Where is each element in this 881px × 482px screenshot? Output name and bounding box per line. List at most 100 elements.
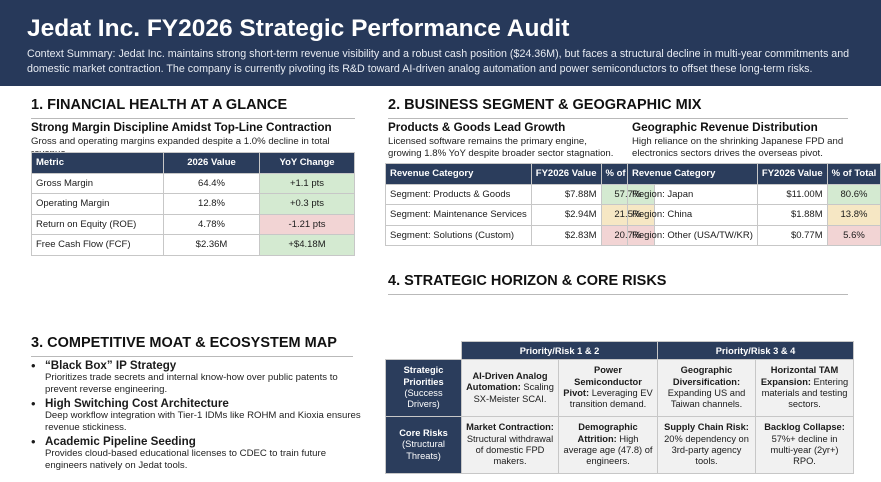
- cell-heading: Supply Chain Risk:: [664, 422, 749, 433]
- metric-name: Gross Margin: [31, 172, 164, 194]
- table-row: Strategic Priorities (Success Drivers) A…: [385, 359, 855, 417]
- category-value: $2.94M: [530, 204, 602, 226]
- financial-table: Metric 2026 Value YoY Change Gross Margi…: [31, 152, 355, 256]
- horizon-group-row: Priority/Risk 1 & 2 Priority/Risk 3 & 4: [385, 341, 855, 360]
- priority-cell: AI-Driven Analog Automation: Scaling SX-…: [461, 359, 559, 417]
- context-summary: Context Summary: Jedat Inc. maintains st…: [27, 48, 850, 75]
- products-subtitle: Products & Goods Lead Growth: [388, 121, 566, 134]
- metric-change: -1.21 pts: [259, 213, 355, 235]
- group-header: Priority/Risk 3 & 4: [657, 341, 855, 360]
- cell-text: Entering materials and testing sectors.: [761, 376, 849, 410]
- cell-heading: AI-Driven Analog Automation:: [466, 370, 548, 393]
- risk-cell: Market Contraction: Structural withdrawa…: [461, 416, 559, 474]
- metric-value: 12.8%: [163, 193, 260, 215]
- cell-heading: Market Contraction:: [466, 422, 554, 433]
- column-header: % of Total: [826, 163, 881, 185]
- column-header: FY2026 Value: [756, 163, 828, 185]
- table-row: Segment: Maintenance Services $2.94M 21.…: [385, 204, 656, 226]
- table-row: Gross Margin 64.4% +1.1 pts: [31, 172, 355, 194]
- financial-subtitle: Strong Margin Discipline Amidst Top-Line…: [31, 121, 332, 134]
- row-header-sub: (Success Drivers): [404, 388, 443, 410]
- region-name: Region: China: [627, 204, 758, 226]
- priority-cell: Geographic Diversification: Expanding US…: [657, 359, 757, 417]
- column-header: YoY Change: [259, 152, 355, 174]
- moat-item-desc: Deep workflow integration with Tier-1 ID…: [45, 410, 361, 433]
- column-header: 2026 Value: [163, 152, 260, 174]
- financial-header-row: Metric 2026 Value YoY Change: [31, 152, 355, 174]
- cell-text: Scaling SX-Meister SCAI.: [473, 382, 554, 404]
- list-item: Academic Pipeline Seeding Provides cloud…: [31, 434, 361, 471]
- table-row: Free Cash Flow (FCF) $2.36M +$4.18M: [31, 234, 355, 256]
- category-name: Segment: Maintenance Services: [385, 204, 532, 226]
- region-pct: 13.8%: [826, 204, 881, 226]
- region-pct: 80.6%: [826, 183, 881, 205]
- cell-heading: Demographic Attrition:: [577, 422, 638, 444]
- list-item: “Black Box” IP Strategy Prioritizes trad…: [31, 358, 361, 395]
- section-horizon-title: 4. STRATEGIC HORIZON & CORE RISKS: [388, 273, 848, 295]
- moat-list: “Black Box” IP Strategy Prioritizes trad…: [31, 358, 361, 473]
- column-header: Revenue Category: [385, 163, 532, 185]
- group-header: Priority/Risk 1 & 2: [460, 341, 659, 360]
- region-value: $1.88M: [756, 204, 828, 226]
- moat-item-title: Academic Pipeline Seeding: [45, 435, 196, 448]
- risk-cell: Supply Chain Risk: 20% dependency on 3rd…: [657, 416, 757, 474]
- metric-change: +0.3 pts: [259, 193, 355, 215]
- cell-text: Expanding US and Taiwan channels.: [667, 388, 746, 410]
- cell-heading: Backlog Collapse:: [764, 422, 845, 433]
- category-name: Segment: Solutions (Custom): [385, 224, 532, 246]
- report-title: Jedat Inc. FY2026 Strategic Performance …: [27, 15, 570, 42]
- metric-name: Return on Equity (ROE): [31, 213, 164, 235]
- cell-heading: Power Semiconductor Pivot:: [563, 365, 642, 398]
- metric-value: $2.36M: [163, 234, 260, 256]
- geo-subtitle: Geographic Revenue Distribution: [632, 121, 818, 134]
- column-header: FY2026 Value: [530, 163, 602, 185]
- moat-item-title: High Switching Cost Architecture: [45, 397, 229, 410]
- metric-change: +1.1 pts: [259, 172, 355, 194]
- section-financial-title: 1. FINANCIAL HEALTH AT A GLANCE: [31, 97, 355, 119]
- table-row: Segment: Solutions (Custom) $2.83M 20.7%: [385, 224, 656, 246]
- priority-cell: Power Semiconductor Pivot: Leveraging EV…: [557, 359, 659, 417]
- row-header-title: Core Risks: [399, 427, 448, 438]
- metric-name: Free Cash Flow (FCF): [31, 234, 164, 256]
- region-pct: 5.6%: [826, 224, 881, 246]
- moat-item-desc: Provides cloud-based educational license…: [45, 448, 327, 471]
- row-header: Core Risks (Structural Threats): [385, 416, 462, 474]
- region-value: $11.00M: [756, 183, 828, 205]
- products-note: Licensed software remains the primary en…: [388, 136, 614, 159]
- priority-cell: Horizontal TAM Expansion: Entering mater…: [755, 359, 855, 417]
- table-row: Core Risks (Structural Threats) Market C…: [385, 416, 855, 474]
- metric-value: 64.4%: [163, 172, 260, 194]
- column-header: Revenue Category: [627, 163, 758, 185]
- table-row: Operating Margin 12.8% +0.3 pts: [31, 193, 355, 215]
- segment-table: Revenue Category FY2026 Value % of Total…: [385, 163, 656, 246]
- cell-heading: Horizontal TAM Expansion:: [760, 365, 839, 387]
- moat-item-desc: Prioritizes trade secrets and internal k…: [45, 372, 338, 395]
- table-row: Region: China $1.88M 13.8%: [627, 204, 881, 226]
- cell-text: 20% dependency on 3rd-party agency tools…: [664, 433, 749, 467]
- geo-table: Revenue Category FY2026 Value % of Total…: [627, 163, 881, 246]
- cell-text: Leveraging EV transition demand.: [569, 388, 653, 410]
- region-value: $0.77M: [756, 224, 828, 246]
- risk-cell: Backlog Collapse: 57%+ decline in multi-…: [755, 416, 855, 474]
- cell-text: 57%+ decline in multi-year (2yr+) RPO.: [770, 433, 839, 467]
- risk-cell: Demographic Attrition: High average age …: [557, 416, 659, 474]
- geo-header-row: Revenue Category FY2026 Value % of Total: [627, 163, 881, 185]
- column-header: Metric: [31, 152, 164, 174]
- geo-note: High reliance on the shrinking Japanese …: [632, 136, 844, 159]
- report-header: Jedat Inc. FY2026 Strategic Performance …: [0, 0, 881, 86]
- table-row: Return on Equity (ROE) 4.78% -1.21 pts: [31, 213, 355, 235]
- category-value: $7.88M: [530, 183, 602, 205]
- category-value: $2.83M: [530, 224, 602, 246]
- corner-cell: [385, 341, 462, 360]
- category-name: Segment: Products & Goods: [385, 183, 532, 205]
- cell-heading: Geographic Diversification:: [672, 365, 741, 387]
- table-row: Region: Other (USA/TW/KR) $0.77M 5.6%: [627, 224, 881, 246]
- moat-item-title: “Black Box” IP Strategy: [45, 359, 177, 372]
- metric-name: Operating Margin: [31, 193, 164, 215]
- region-name: Region: Other (USA/TW/KR): [627, 224, 758, 246]
- cell-text: Structural withdrawal of domestic FPD ma…: [466, 433, 554, 467]
- section-segments-title: 2. BUSINESS SEGMENT & GEOGRAPHIC MIX: [388, 97, 848, 119]
- section-moat-title: 3. COMPETITIVE MOAT & ECOSYSTEM MAP: [31, 335, 353, 357]
- metric-value: 4.78%: [163, 213, 260, 235]
- metric-change: +$4.18M: [259, 234, 355, 256]
